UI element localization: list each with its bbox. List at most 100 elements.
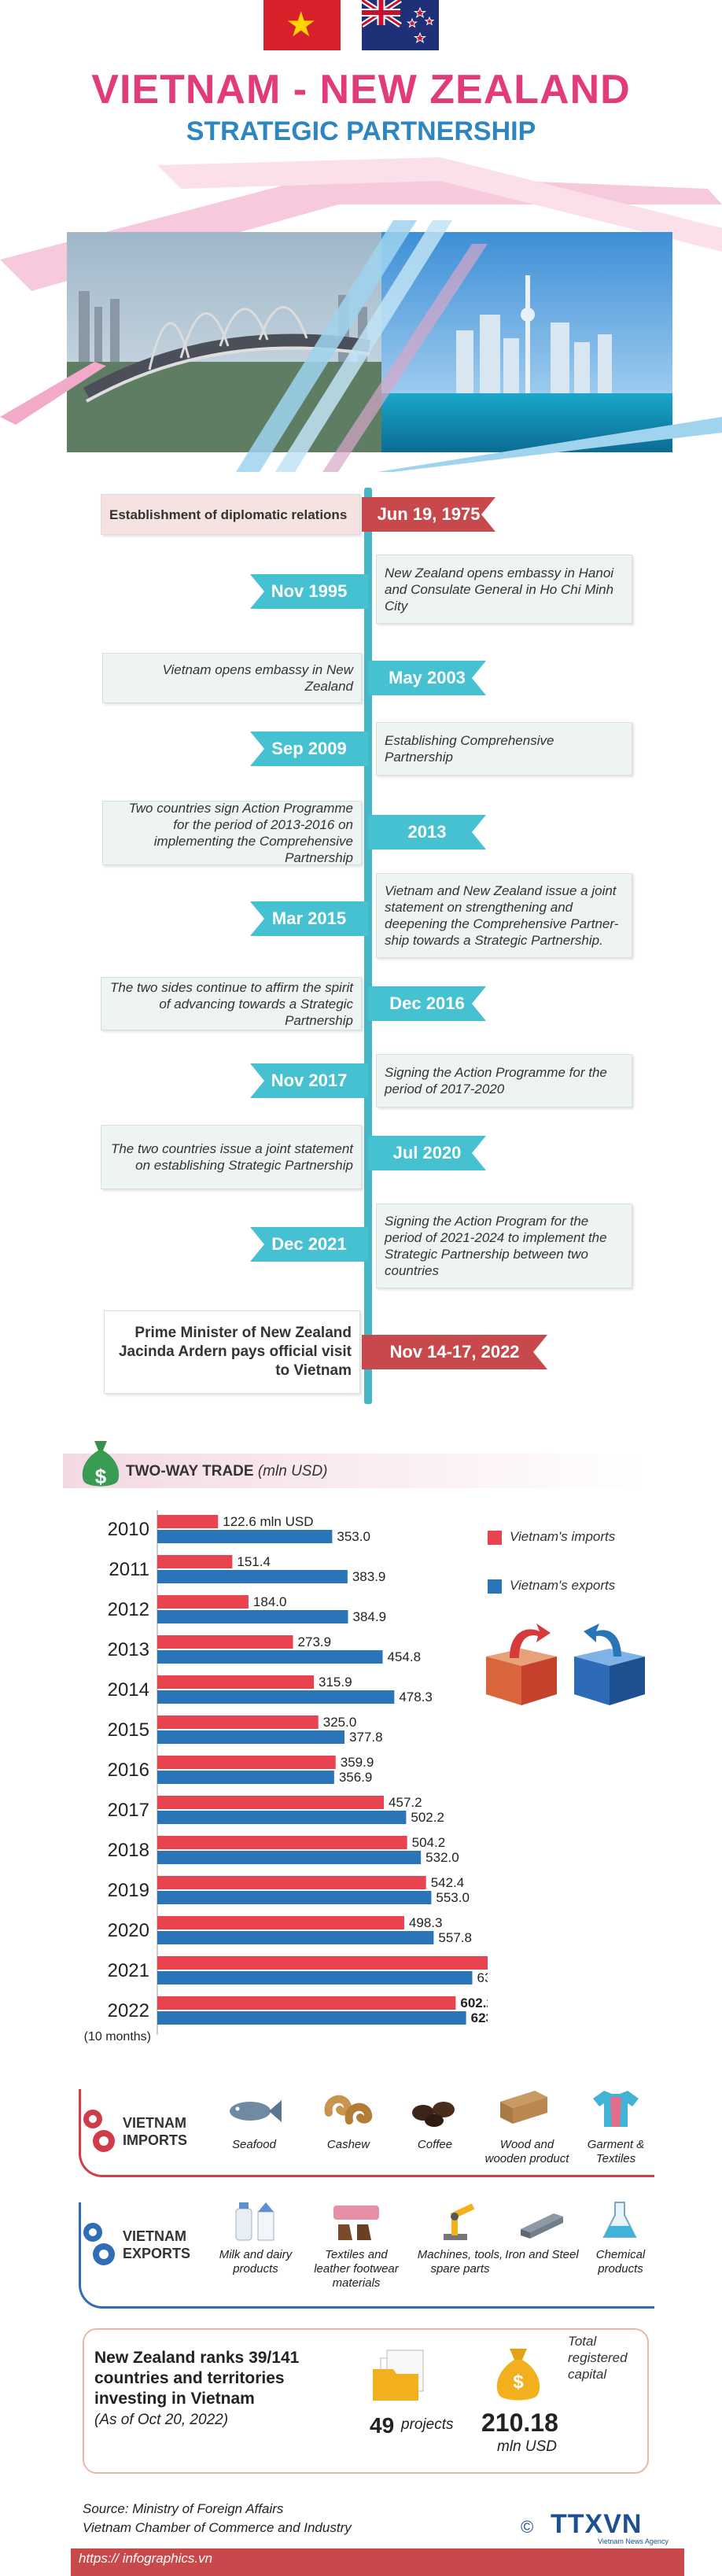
import-item-label: Cashew	[326, 2138, 370, 2151]
exports-bar	[157, 1851, 422, 1864]
bar-value-label: 325.0	[323, 1715, 357, 1730]
timeline-event-box: The two countries issue a joint statemen…	[101, 1125, 362, 1189]
category-label: 2015	[108, 1719, 149, 1741]
bar-value-label: 383.9	[352, 1569, 386, 1584]
exports-bar	[157, 1530, 333, 1543]
capital-value: 210.18	[481, 2408, 558, 2437]
coffee-beans-icon	[412, 2102, 455, 2127]
exports-bar	[157, 1891, 432, 1904]
exports-bar	[157, 1931, 434, 1944]
milk-icon	[235, 2202, 274, 2241]
category-label: 2012	[108, 1599, 149, 1620]
legend-exports-swatch	[488, 1579, 502, 1594]
bar-value-label: 151.4	[237, 1554, 271, 1569]
flask-icon	[602, 2202, 637, 2238]
timeline-date: Mar 2015	[250, 901, 368, 936]
timeline-event-box: Vietnam opens embassy in New Zealand	[102, 653, 362, 703]
timeline-spine	[364, 488, 372, 1404]
timeline-date: Sep 2009	[250, 732, 368, 766]
projects-icon	[373, 2349, 424, 2401]
imports-bar	[157, 1876, 426, 1889]
import-item-label: Wood and wooden product	[484, 2138, 569, 2165]
bar-value-label: 553.0	[436, 1890, 470, 1905]
timeline-event-text: The two countries issue a joint statemen…	[110, 1141, 353, 1173]
category-label: 2011	[109, 1559, 149, 1580]
exports-frame	[79, 2202, 654, 2309]
flag-star: ★	[285, 5, 317, 45]
timeline-event-text: Establishing Comprehensive Partnership	[385, 733, 554, 765]
trade-unit: (mln USD)	[257, 1463, 328, 1480]
bar-value-label: 557.8	[438, 1930, 472, 1945]
export-item-label: Iron and Steel	[505, 2248, 579, 2261]
timeline-event-text: The two sides continue to affirm the spi…	[110, 979, 353, 1028]
cashew-icon	[324, 2095, 373, 2125]
new-zealand-flag	[362, 0, 439, 50]
export-item-label: Machines, tools, spare parts	[417, 2248, 503, 2276]
category-label: 2014	[108, 1679, 149, 1701]
timeline-date: Jul 2020	[368, 1136, 486, 1170]
bar-value-label: 602.2	[460, 1996, 488, 2010]
exports-heading-line2: EXPORTS	[123, 2246, 191, 2261]
timeline-date: Dec 2021	[250, 1227, 368, 1262]
trade-bar-chart: 2010 122.6 mln USD 353.0 2011 151.4 383.9 2012…	[84, 1510, 488, 2043]
timeline-last-date: Nov 14-17, 2022	[362, 1335, 547, 1369]
projects-value: 49	[370, 2413, 395, 2438]
exports-heading: VIETNAM EXPORTS	[123, 2228, 190, 2262]
category-label: 2021	[108, 1960, 149, 1981]
investment-box	[83, 2328, 649, 2474]
bar-value-label: 315.9	[319, 1675, 352, 1690]
fish-icon	[230, 2100, 282, 2122]
timeline-first-label: Establishment of diplomatic relations	[109, 507, 348, 522]
hero-image	[0, 157, 722, 472]
imports-heading-line2: IMPORTS	[123, 2132, 188, 2148]
category-label: 2010	[108, 1519, 149, 1540]
exports-bar	[157, 1610, 348, 1623]
bar-value-label: 478.3	[399, 1690, 433, 1704]
trade-heading: TWO-WAY TRADE	[126, 1463, 254, 1480]
exports-bar	[157, 1730, 345, 1744]
timeline-event-box: Vietnam and New Zealand issue a joint st…	[376, 873, 632, 958]
timeline-event-box: Signing the Action Programme for the per…	[376, 1054, 632, 1107]
shirt-icon	[593, 2091, 639, 2127]
capital-unit: mln USD	[497, 2438, 558, 2455]
bar-value-label: 454.8	[388, 1649, 422, 1664]
bar-value-label: 384.9	[352, 1609, 386, 1624]
timeline-date: Nov 2017	[250, 1063, 368, 1098]
wood-icon	[500, 2091, 547, 2124]
imports-bar	[157, 1715, 319, 1729]
money-bag-symbol: $	[94, 1465, 107, 1488]
textile-icon	[333, 2206, 379, 2240]
timeline-last-box: Prime Minister of New Zealand Jacinda Ar…	[104, 1310, 360, 1394]
trade-header-band	[63, 1454, 645, 1488]
source-line2: Vietnam Chamber of Commerce and Industry	[83, 2520, 352, 2535]
category-label: 2019	[108, 1880, 149, 1901]
category-label: 2022	[108, 2000, 149, 2021]
exports-bar	[157, 1971, 473, 1985]
timeline-date: Dec 2016	[368, 986, 486, 1021]
bar-value-label: 502.2	[411, 1810, 444, 1825]
bar-value-label: 359.9	[341, 1755, 374, 1770]
category-label: 2017	[108, 1800, 149, 1821]
timeline-event-box: The two sides continue to affirm the spi…	[101, 977, 362, 1030]
timeline-first-box: Establishment of diplomatic relations	[101, 494, 360, 535]
imports-bar	[157, 1555, 233, 1568]
footer-url[interactable]: https:// infographics.vn	[79, 2551, 213, 2566]
bar-value-label: 356.9	[339, 1770, 373, 1785]
imports-bar	[157, 1836, 407, 1849]
timeline-event-text: Signing the Action Program for the perio…	[385, 1214, 607, 1278]
imports-bar	[157, 1756, 336, 1769]
ttxvn-logo-sub: Vietnam News Agency	[598, 2537, 669, 2545]
timeline-event-box: Two countries sign Action Programme for …	[102, 801, 362, 865]
imports-frame	[79, 2089, 654, 2177]
machine-arm-icon	[444, 2203, 475, 2240]
exports-bar	[157, 1771, 334, 1784]
bar-value-label: 122.6 mln USD	[223, 1514, 313, 1529]
page-title: VIETNAM - NEW ZEALAND	[91, 67, 631, 112]
exports-heading-line1: VIETNAM	[123, 2228, 186, 2244]
source-line1: Source: Ministry of Foreign Affairs	[83, 2501, 284, 2516]
timeline-event-box: Signing the Action Program for the perio…	[376, 1203, 632, 1288]
gear-icon	[83, 2223, 115, 2265]
bar-value-label: 498.3	[409, 1915, 443, 1930]
imports-heading: VIETNAM IMPORTS	[123, 2114, 187, 2149]
import-item-label: Seafood	[232, 2138, 276, 2151]
